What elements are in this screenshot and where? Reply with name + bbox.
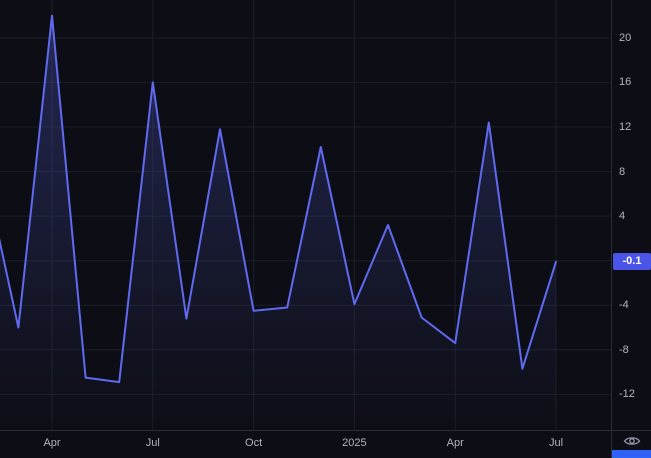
corner-accent-bar <box>612 450 651 458</box>
time-tick-label: Apr <box>43 437 61 449</box>
price-tick-label: -4 <box>619 299 629 312</box>
eye-icon-glyph <box>623 437 640 445</box>
price-tick-label: 4 <box>619 210 626 223</box>
area-fill <box>0 15 556 430</box>
time-tick-label: 2025 <box>342 437 367 449</box>
last-price-label: -0.1 <box>613 253 651 271</box>
price-chart-canvas[interactable] <box>0 0 611 430</box>
axis-corner <box>611 430 651 458</box>
price-tick-label: 16 <box>619 76 632 89</box>
price-tick-label: -8 <box>619 343 629 356</box>
time-tick-label: Apr <box>446 437 464 449</box>
time-tick-label: Jul <box>548 437 564 449</box>
time-tick-label: Jul <box>145 437 160 449</box>
price-tick-label: 20 <box>619 31 632 44</box>
line-series <box>0 14 557 384</box>
price-axis[interactable]: -0.1 20 16 12 8 4 -4 -8 -12 <box>611 0 651 430</box>
time-axis[interactable]: Apr Jul Oct 2025 Apr Jul <box>0 430 611 458</box>
price-tick-label: -12 <box>619 388 635 401</box>
time-tick-label: Oct <box>245 437 263 449</box>
eye-icon[interactable] <box>623 434 641 453</box>
line-chart <box>0 0 611 430</box>
price-tick-label: 12 <box>619 121 632 133</box>
price-tick-label: 8 <box>619 165 626 178</box>
